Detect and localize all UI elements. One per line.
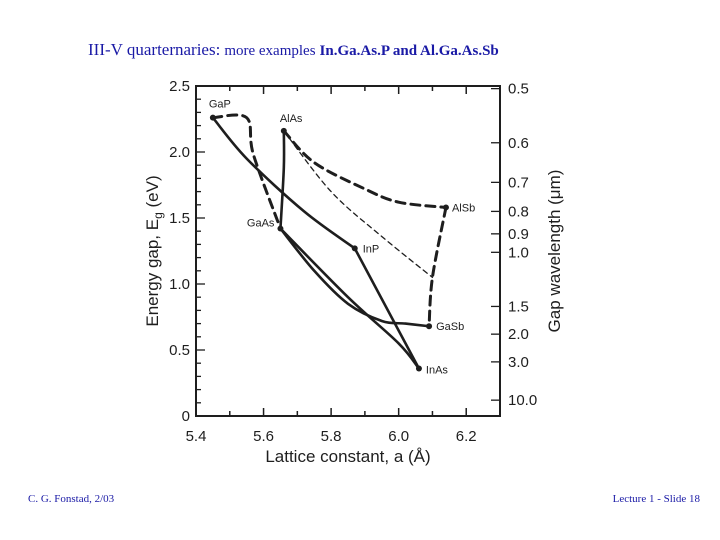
plot-frame (195, 85, 501, 417)
y-tick-right-label: 0.5 (508, 81, 529, 98)
x-tick-label: 6.2 (456, 428, 477, 445)
alloy-curves (211, 113, 448, 370)
y-tick-left-label: 2.5 (169, 78, 190, 95)
y-tick-left-label: 0.5 (169, 342, 190, 359)
alloy-curve-solid (211, 116, 357, 250)
slide-title-main: III-V quarternaries: (88, 40, 221, 59)
y-axis-left-title-subscript: g (151, 212, 165, 219)
alloy-curve-thin-dashed (283, 130, 434, 279)
x-tick-label: 6.0 (388, 428, 409, 445)
material-point-inp (351, 245, 358, 252)
y-tick-right-label: 0.8 (508, 203, 529, 220)
y-tick-left-label: 0 (182, 408, 190, 425)
y-tick-left-label: 2.0 (169, 144, 190, 161)
alloy-curve-dashed (427, 205, 448, 328)
material-point-alas (280, 127, 287, 134)
x-tick-label: 5.6 (253, 428, 274, 445)
material-label-inp: InP (363, 243, 380, 255)
y-axis-right-title: Gap wavelength (μm) (545, 170, 564, 333)
alloy-curve-solid (279, 227, 431, 328)
y-tick-right-label: 0.6 (508, 135, 529, 152)
alloy-curve-dashed (211, 113, 282, 231)
y-tick-right-label: 10.0 (508, 392, 537, 409)
y-axis-left-title-text: Energy gap, E (143, 219, 162, 327)
material-label-alsb: AlSb (452, 202, 475, 214)
slide-title: III-V quarternaries: more examples In.Ga… (88, 40, 688, 60)
y-tick-right-label: 3.0 (508, 354, 529, 371)
slide-title-sub: more examples (224, 43, 316, 59)
material-point-inas (415, 365, 422, 372)
x-tick-label: 5.8 (321, 428, 342, 445)
tick-labels: 5.4 5.6 5.8 6.0 6.2 0 0.5 1.0 1.5 2.0 2.5 0.5 0.6 0.7… (169, 78, 537, 445)
material-point-gap (209, 114, 216, 121)
material-label-gap: GaP (209, 99, 231, 111)
footer-slide-number: Lecture 1 - Slide 18 (612, 493, 700, 505)
x-axis-title: Lattice constant, a (Å) (265, 447, 430, 466)
slide-title-alloys: In.Ga.As.P and Al.Ga.As.Sb (319, 43, 499, 59)
material-point-gaas (277, 225, 284, 232)
y-tick-right-label: 0.7 (508, 174, 529, 191)
alloy-curve-dashed (282, 129, 448, 209)
alloy-curve-solid (353, 247, 421, 370)
y-tick-right-label: 1.5 (508, 298, 529, 315)
alloy-curve-solid (279, 129, 286, 230)
y-axis-left-title: Energy gap, Eg (eV) (143, 175, 165, 326)
x-tick-label: 5.4 (186, 428, 207, 445)
material-label-gaas: GaAs (247, 218, 275, 230)
y-tick-right-label: 0.9 (508, 226, 529, 243)
material-label-alas: AlAs (280, 113, 303, 125)
material-label-gasb: GaSb (436, 321, 464, 333)
y-axis-left-title-unit: (eV) (143, 175, 162, 212)
material-label-inas: InAs (426, 364, 449, 376)
material-point-gasb (426, 323, 433, 330)
material-point-alsb (442, 204, 449, 211)
footer-author: C. G. Fonstad, 2/03 (28, 493, 115, 505)
material-points: GaP AlAs GaAs InP AlSb GaSb InAs (209, 99, 475, 377)
y-tick-left-label: 1.5 (169, 210, 190, 227)
y-tick-left-label: 1.0 (169, 276, 190, 293)
y-tick-right-label: 1.0 (508, 244, 529, 261)
y-tick-right-label: 2.0 (508, 326, 529, 343)
